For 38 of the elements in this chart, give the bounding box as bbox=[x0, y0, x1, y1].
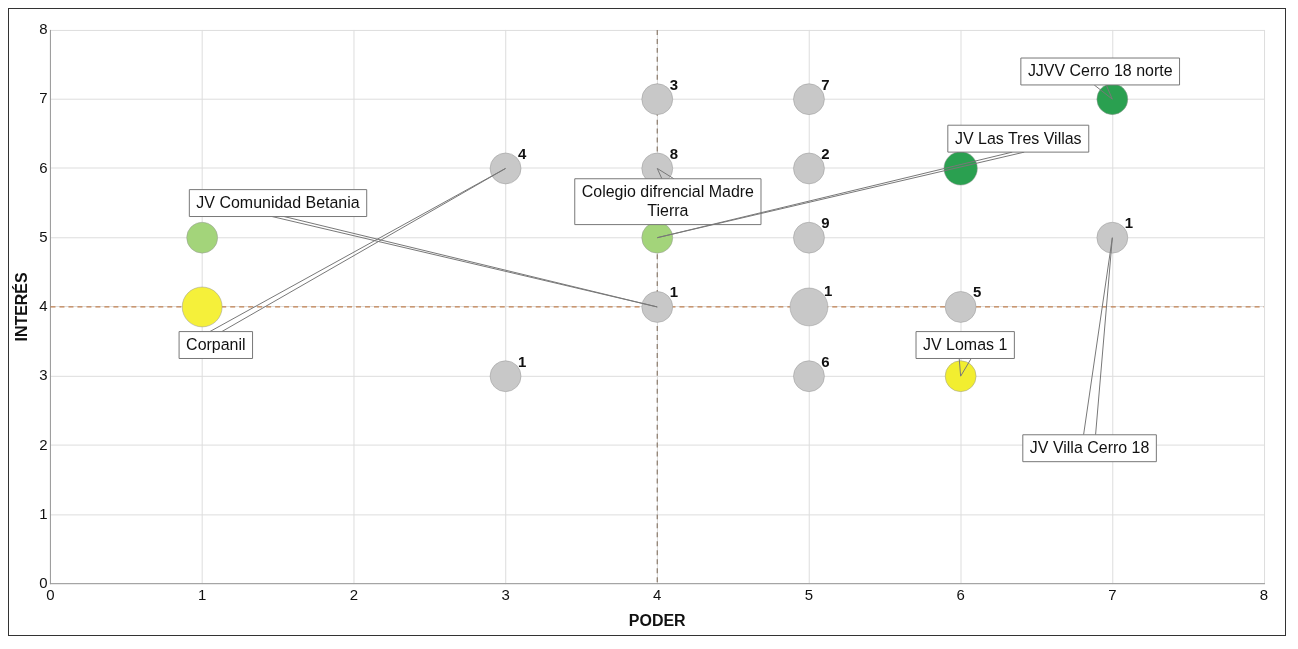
annotation: 6 bbox=[821, 352, 830, 370]
annotation: 7 bbox=[821, 75, 830, 93]
annotation: 1 bbox=[1124, 214, 1134, 232]
y-tick-label: 8 bbox=[39, 20, 48, 38]
y-tick-label: 1 bbox=[39, 504, 48, 522]
y-tick-label: 6 bbox=[39, 158, 48, 176]
annotation: JV Villa Cerro 18 bbox=[1029, 439, 1150, 457]
annotation: JV Lomas 1 bbox=[923, 335, 1008, 353]
annotation: JJVV Cerro 18 norte bbox=[1027, 62, 1173, 80]
annotation: Corpanil bbox=[186, 335, 246, 353]
annotation: 5 bbox=[973, 283, 982, 301]
annotation: 4 bbox=[517, 144, 527, 162]
x-tick-label: 3 bbox=[501, 586, 510, 604]
y-tick-label: 4 bbox=[39, 297, 48, 315]
x-tick-label: 8 bbox=[1259, 586, 1269, 604]
x-tick-label: 5 bbox=[804, 586, 814, 604]
annotation: JV Comunidad Betania bbox=[196, 193, 360, 211]
y-tick-label: 2 bbox=[39, 435, 48, 453]
annotation: 1 bbox=[824, 282, 833, 300]
y-tick-label: 5 bbox=[39, 227, 48, 245]
annotation: JV Las Tres Villas bbox=[954, 129, 1082, 147]
x-axis-title: PODER bbox=[628, 611, 687, 629]
x-tick-label: 6 bbox=[956, 586, 965, 604]
y-tick-label: 3 bbox=[39, 366, 48, 384]
annotation: 8 bbox=[669, 144, 678, 162]
annotation: 1 bbox=[517, 352, 527, 370]
annotation: 1 bbox=[669, 283, 678, 301]
y-tick-label: 7 bbox=[39, 89, 48, 107]
y-axis-title: INTERÉS bbox=[11, 272, 30, 342]
annotation: 2 bbox=[821, 144, 830, 162]
x-tick-label: 4 bbox=[653, 586, 662, 604]
annotation: 3 bbox=[669, 75, 678, 93]
annotation: Colegio difrencial Madre Tierra bbox=[581, 183, 755, 220]
x-tick-label: 2 bbox=[349, 586, 359, 604]
x-tick-label: 7 bbox=[1108, 586, 1117, 604]
x-tick-label: 1 bbox=[198, 586, 207, 604]
annotation: 9 bbox=[821, 214, 830, 232]
y-tick-label: 0 bbox=[39, 574, 48, 592]
